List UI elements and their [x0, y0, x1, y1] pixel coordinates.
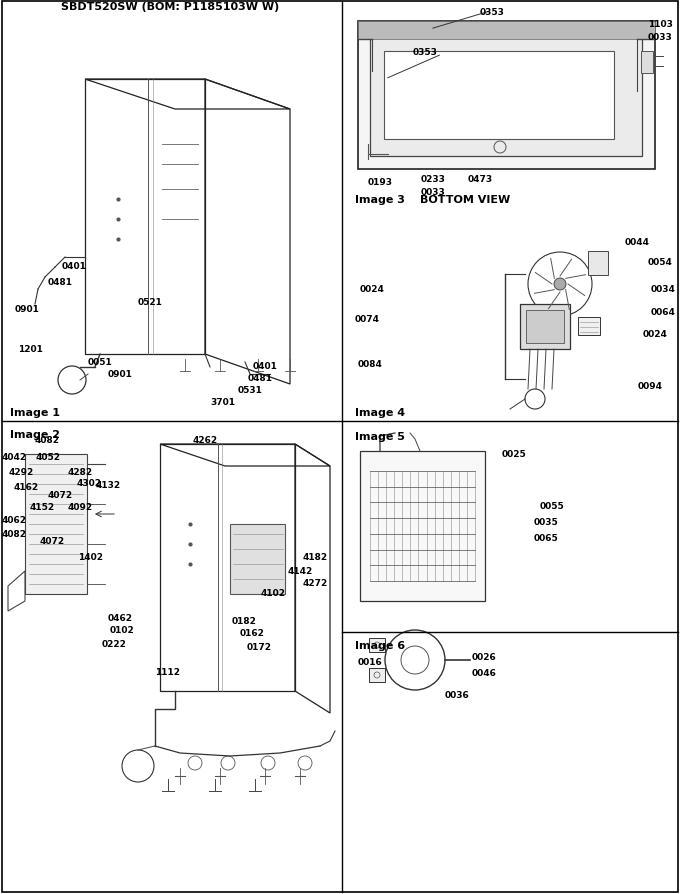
- Text: 0033: 0033: [421, 188, 446, 197]
- Text: 0065: 0065: [534, 534, 559, 543]
- Text: 0901: 0901: [108, 369, 133, 378]
- Text: 0094: 0094: [638, 382, 663, 391]
- Text: 0462: 0462: [108, 613, 133, 622]
- Text: 0531: 0531: [238, 385, 263, 394]
- Bar: [588, 252, 608, 275]
- Text: 0035: 0035: [534, 518, 559, 527]
- Bar: [230, 525, 285, 595]
- Text: 0473: 0473: [468, 175, 493, 184]
- Text: 0044: 0044: [625, 238, 650, 247]
- Text: 0055: 0055: [540, 502, 565, 510]
- Bar: [384, 52, 614, 139]
- Text: 0033: 0033: [648, 33, 673, 42]
- Text: 4292: 4292: [9, 468, 34, 477]
- Text: 4092: 4092: [68, 502, 93, 511]
- Text: 0401: 0401: [62, 262, 87, 271]
- Text: Image 4: Image 4: [355, 408, 405, 417]
- Text: 4042: 4042: [2, 452, 27, 461]
- Text: 4272: 4272: [303, 578, 328, 587]
- Text: Image 1: Image 1: [10, 408, 60, 417]
- Text: 4052: 4052: [36, 452, 61, 461]
- Text: 0054: 0054: [648, 257, 673, 266]
- Text: 4102: 4102: [261, 588, 286, 597]
- Text: 1201: 1201: [18, 344, 43, 354]
- Text: 0481: 0481: [48, 278, 73, 287]
- Text: 0064: 0064: [651, 308, 676, 316]
- Text: 4262: 4262: [193, 435, 218, 444]
- Text: Image 5: Image 5: [355, 432, 405, 442]
- Text: 4282: 4282: [68, 468, 93, 477]
- Text: 4062: 4062: [2, 516, 27, 525]
- Text: 0024: 0024: [360, 284, 385, 293]
- Text: 4072: 4072: [40, 536, 65, 545]
- Text: 4182: 4182: [303, 552, 328, 561]
- Text: 0024: 0024: [643, 330, 668, 339]
- Text: 0353: 0353: [480, 8, 505, 17]
- Text: 0481: 0481: [248, 374, 273, 383]
- Bar: [578, 317, 600, 335]
- Text: 0182: 0182: [232, 616, 257, 625]
- Text: 0102: 0102: [110, 625, 135, 634]
- Text: 0401: 0401: [253, 361, 278, 371]
- Text: 0193: 0193: [368, 178, 393, 187]
- Text: 0353: 0353: [413, 48, 438, 57]
- Text: 4082: 4082: [35, 435, 60, 444]
- Bar: [641, 52, 653, 74]
- Text: 0051: 0051: [88, 358, 113, 367]
- Text: 0025: 0025: [502, 450, 527, 459]
- Text: 0222: 0222: [102, 639, 127, 648]
- Text: 0172: 0172: [247, 642, 272, 651]
- Bar: [369, 638, 385, 653]
- Text: 1103: 1103: [648, 20, 673, 29]
- Text: 3701: 3701: [210, 398, 235, 407]
- Circle shape: [554, 279, 566, 291]
- Bar: [358, 22, 655, 40]
- Text: 1402: 1402: [78, 552, 103, 561]
- Text: 4302: 4302: [77, 478, 102, 487]
- Text: Image 3: Image 3: [355, 195, 405, 205]
- Text: Image 2: Image 2: [10, 429, 60, 440]
- Text: 0016: 0016: [358, 657, 383, 666]
- Text: 4142: 4142: [288, 567, 313, 576]
- Text: 0026: 0026: [472, 653, 497, 662]
- Bar: [25, 454, 87, 595]
- Bar: [358, 22, 655, 170]
- Bar: [526, 310, 564, 343]
- Text: 0901: 0901: [15, 305, 40, 314]
- Text: Image 6: Image 6: [355, 640, 405, 650]
- Text: 0046: 0046: [472, 668, 497, 678]
- Text: 0034: 0034: [651, 284, 676, 293]
- Text: 4152: 4152: [30, 502, 55, 511]
- Bar: [369, 668, 385, 682]
- Text: SBDT520SW (BOM: P1185103W W): SBDT520SW (BOM: P1185103W W): [61, 2, 279, 12]
- Text: 0084: 0084: [358, 359, 383, 368]
- Text: 4072: 4072: [48, 491, 73, 500]
- Text: 4082: 4082: [2, 529, 27, 538]
- Text: 4162: 4162: [14, 483, 39, 492]
- Text: 0074: 0074: [355, 315, 380, 324]
- Text: 0036: 0036: [445, 690, 470, 699]
- Bar: [370, 35, 642, 156]
- Text: 0521: 0521: [138, 298, 163, 307]
- Bar: [360, 451, 485, 602]
- Text: BOTTOM VIEW: BOTTOM VIEW: [420, 195, 510, 205]
- Text: 0233: 0233: [421, 175, 446, 184]
- Text: 4132: 4132: [96, 480, 121, 489]
- Text: 1112: 1112: [155, 667, 180, 676]
- Bar: [520, 305, 570, 350]
- Text: 0162: 0162: [240, 628, 265, 637]
